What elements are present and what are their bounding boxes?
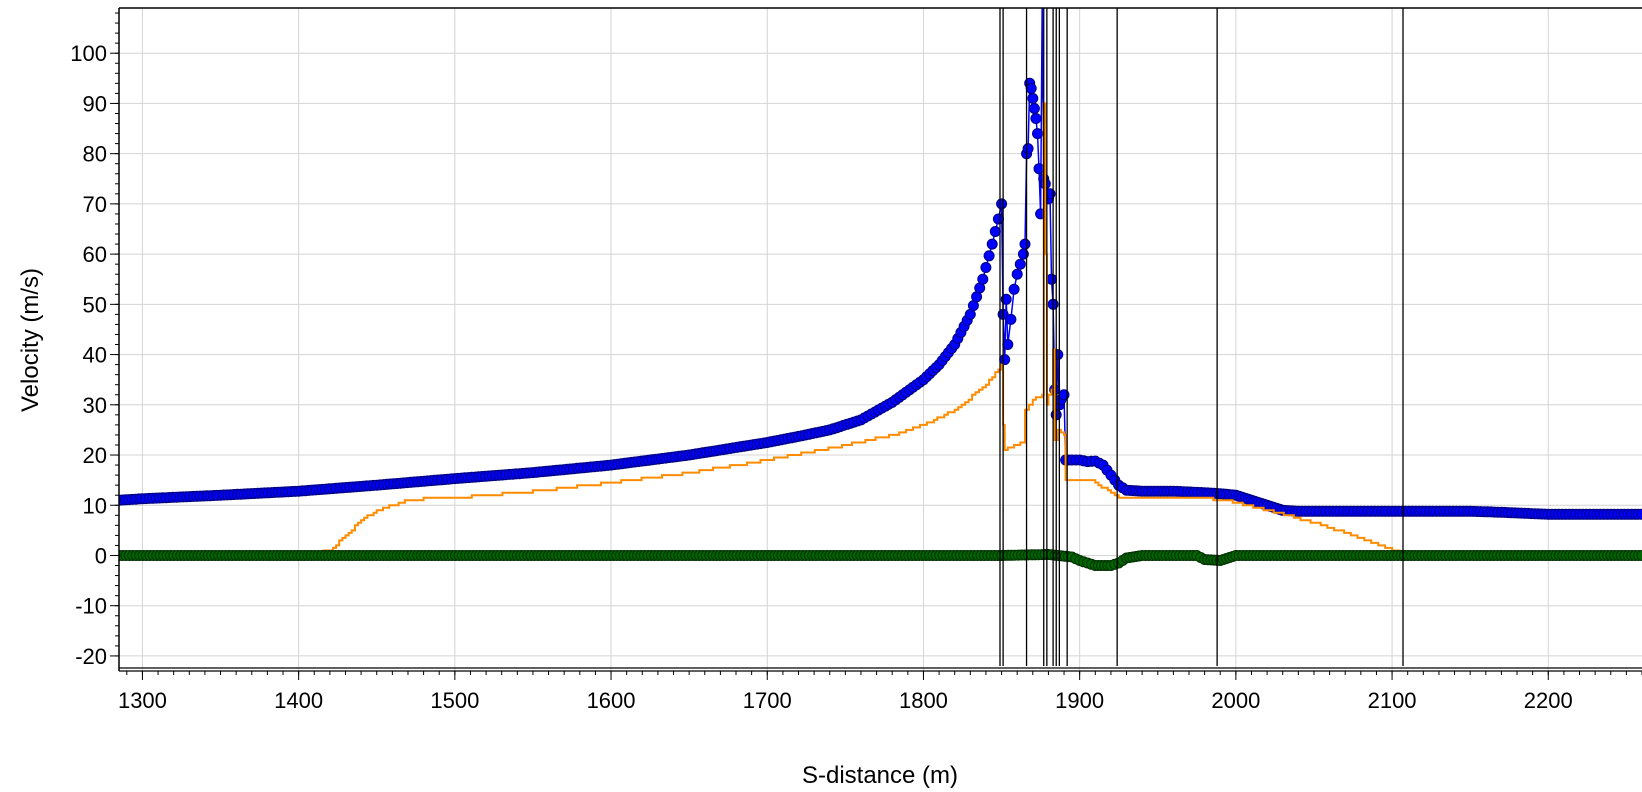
- x-tick-label: 1400: [274, 688, 323, 713]
- x-tick-label: 1900: [1055, 688, 1104, 713]
- series-0-point: [1032, 128, 1043, 140]
- x-tick-label: 1500: [430, 688, 479, 713]
- series-0-point: [1002, 339, 1014, 350]
- x-tick-label: 2000: [1211, 688, 1260, 713]
- y-tick-label: 60: [83, 242, 107, 267]
- series-0-point: [999, 354, 1011, 366]
- series-0-point: [1027, 92, 1039, 104]
- x-tick-label: 1800: [899, 688, 948, 713]
- series-0-point: [996, 198, 1008, 210]
- x-axis: 1300 1400 1500 1600 1700 1800 1900 2000 2100 2200: [118, 671, 1642, 713]
- series-0-point: [1028, 103, 1040, 114]
- series-0-point: [1033, 163, 1045, 175]
- series-layer: [119, 8, 1642, 571]
- series-2-point: [1636, 550, 1642, 561]
- series-0-point: [1046, 273, 1057, 285]
- series-0-point: [1008, 283, 1020, 295]
- y-tick-label: 20: [83, 443, 107, 468]
- series-0-point: [1005, 313, 1017, 325]
- series-0-point: [1636, 508, 1642, 520]
- series-0-point: [1030, 113, 1042, 124]
- series-0-point: [1025, 82, 1037, 94]
- y-tick-label: 90: [83, 91, 107, 116]
- x-tick-label: 1300: [118, 688, 167, 713]
- y-tick-label: 100: [70, 41, 107, 66]
- series-0-point: [1011, 268, 1023, 280]
- series-0-point: [1039, 8, 1045, 9]
- y-tick-label: 70: [83, 192, 107, 217]
- y-axis-title: Velocity (m/s): [17, 268, 44, 412]
- y-tick-label: -10: [75, 594, 107, 619]
- x-tick-label: 2100: [1368, 688, 1417, 713]
- vertical-markers: [999, 8, 1404, 666]
- series-1-line: [119, 102, 1642, 554]
- series-0-point: [992, 213, 1004, 225]
- series-0-point: [980, 262, 992, 273]
- y-tick-label: 0: [95, 543, 107, 568]
- plot-frame: [118, 7, 1642, 672]
- series-0-point: [1019, 238, 1031, 250]
- x-tick-label: 1600: [587, 688, 636, 713]
- x-axis-title: S-distance (m): [802, 762, 958, 789]
- y-tick-label: 80: [83, 142, 107, 167]
- y-tick-label: 50: [83, 292, 107, 317]
- series-0-point: [977, 273, 989, 285]
- series-0-point: [1022, 143, 1034, 155]
- x-tick-label: 2200: [1524, 688, 1573, 713]
- series-0-point: [1014, 258, 1026, 270]
- y-tick-label: 40: [83, 343, 107, 368]
- x-tick-label: 1700: [743, 688, 792, 713]
- plot-background: [119, 8, 1642, 671]
- y-tick-label: 10: [83, 493, 107, 518]
- y-tick-label: 30: [83, 393, 107, 418]
- y-tick-label: -20: [75, 644, 107, 669]
- series-0-point: [986, 238, 998, 250]
- series-0-point: [983, 250, 995, 262]
- series-0-point: [989, 226, 1001, 237]
